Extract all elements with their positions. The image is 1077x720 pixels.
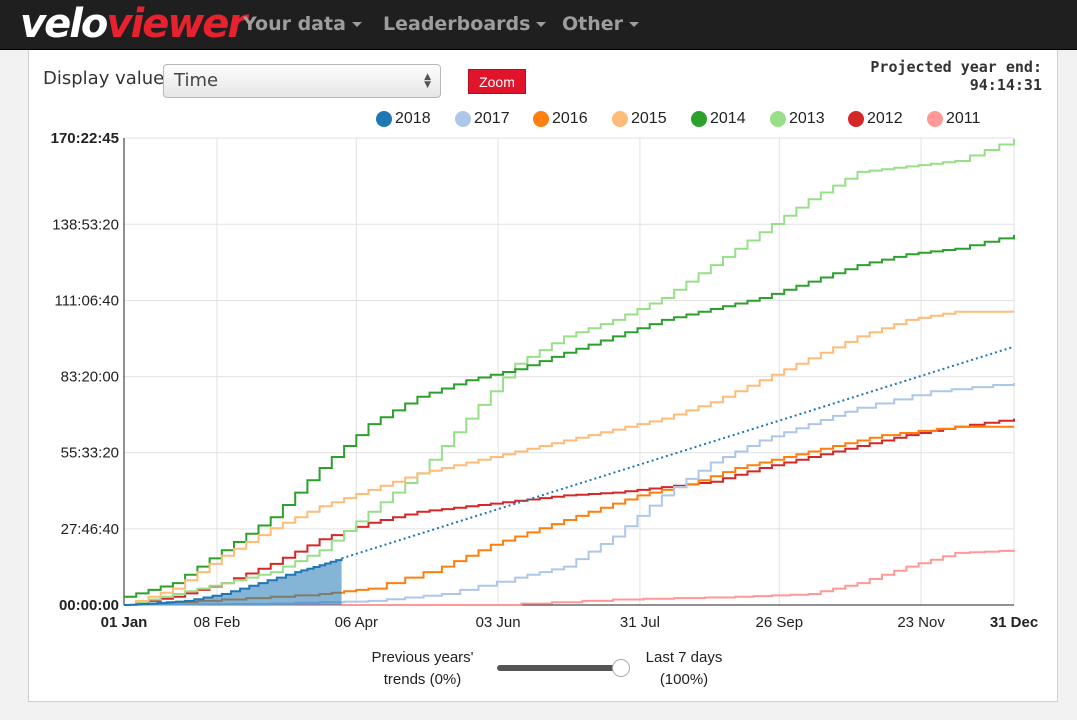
x-tick-label: 03 Jun (476, 614, 521, 631)
chart-panel (28, 50, 1058, 702)
series-2015-line (124, 310, 1014, 606)
series-2013-line (124, 139, 1015, 606)
x-tick-label: 31 Dec (990, 614, 1038, 631)
nav-your-data[interactable]: Your data (243, 11, 362, 37)
slider-label-previous-years: Previous years' trends (0%) (371, 649, 474, 688)
legend-label: 2018 (395, 110, 431, 127)
caret-down-icon (536, 22, 547, 27)
x-tick-label: 01 Jan (101, 614, 148, 631)
x-tick-label: 06 Apr (335, 614, 378, 631)
series-2017-line (124, 383, 1015, 606)
legend-label: 2015 (631, 110, 667, 127)
x-tick-label: 23 Nov (897, 614, 945, 631)
series-2018-line (124, 558, 343, 606)
legend-dot-icon (770, 111, 786, 127)
projected-year-end-label: Projected year end: (870, 58, 1042, 76)
cumulative-time-chart: 00:00:00 27:46:40 55:33:20 83:20:00 111:06:4… (51, 130, 1039, 631)
y-tick-label: 00:00:00 (59, 597, 119, 614)
legend-dot-icon (927, 111, 943, 127)
top-navbar: veloviewer Your data Leaderboards Other (0, 0, 1077, 50)
y-tick-label: 111:06:40 (54, 292, 119, 309)
legend-label: 2012 (867, 110, 903, 127)
legend-label: 2014 (710, 110, 746, 127)
y-tick-label: 27:46:40 (61, 521, 119, 538)
legend-dot-icon (376, 111, 392, 127)
display-value-select[interactable]: Time ▲ ▼ (163, 64, 441, 98)
legend-dot-icon (533, 111, 549, 127)
legend-label: 2017 (474, 110, 510, 127)
slider-label-last-7-days: Last 7 days (100%) (645, 649, 723, 688)
select-arrows-icon: ▲ ▼ (424, 72, 431, 90)
display-value-selected: Time (174, 70, 219, 91)
trend-slider-thumb[interactable] (612, 659, 630, 677)
legend-label: 2011 (946, 110, 981, 127)
legend-dot-icon (455, 111, 471, 127)
trend-slider-track[interactable] (497, 665, 623, 671)
series-2014-line (124, 235, 1015, 598)
y-tick-label: 83:20:00 (61, 369, 119, 386)
y-tick-label: 170:22:45 (51, 130, 119, 147)
caret-down-icon (351, 22, 362, 27)
x-tick-label: 31 Jul (620, 614, 660, 631)
veloviewer-logo[interactable]: veloviewer (20, 1, 247, 47)
y-tick-label: 138:53:20 (52, 216, 119, 233)
series-2018-area (124, 558, 342, 605)
nav-leaderboards[interactable]: Leaderboards (383, 11, 547, 37)
legend-dot-icon (612, 111, 628, 127)
x-tick-label: 08 Feb (194, 614, 241, 631)
zoom-button[interactable]: Zoom (468, 69, 526, 94)
projected-year-end-value: 94:14:31 (969, 76, 1042, 94)
legend-label: 2016 (552, 110, 588, 127)
series-2011-line (124, 549, 1015, 606)
x-tick-label: 26 Sep (756, 614, 804, 631)
series-2016-line (124, 425, 1014, 606)
legend-label: 2013 (789, 110, 825, 127)
nav-other[interactable]: Other (562, 11, 640, 37)
legend-dot-icon (691, 111, 707, 127)
series-2012-line (124, 418, 1015, 606)
caret-down-icon (629, 22, 640, 27)
display-value-label: Display value: (43, 68, 171, 89)
legend-dot-icon (848, 111, 864, 127)
y-tick-label: 55:33:20 (61, 445, 119, 462)
